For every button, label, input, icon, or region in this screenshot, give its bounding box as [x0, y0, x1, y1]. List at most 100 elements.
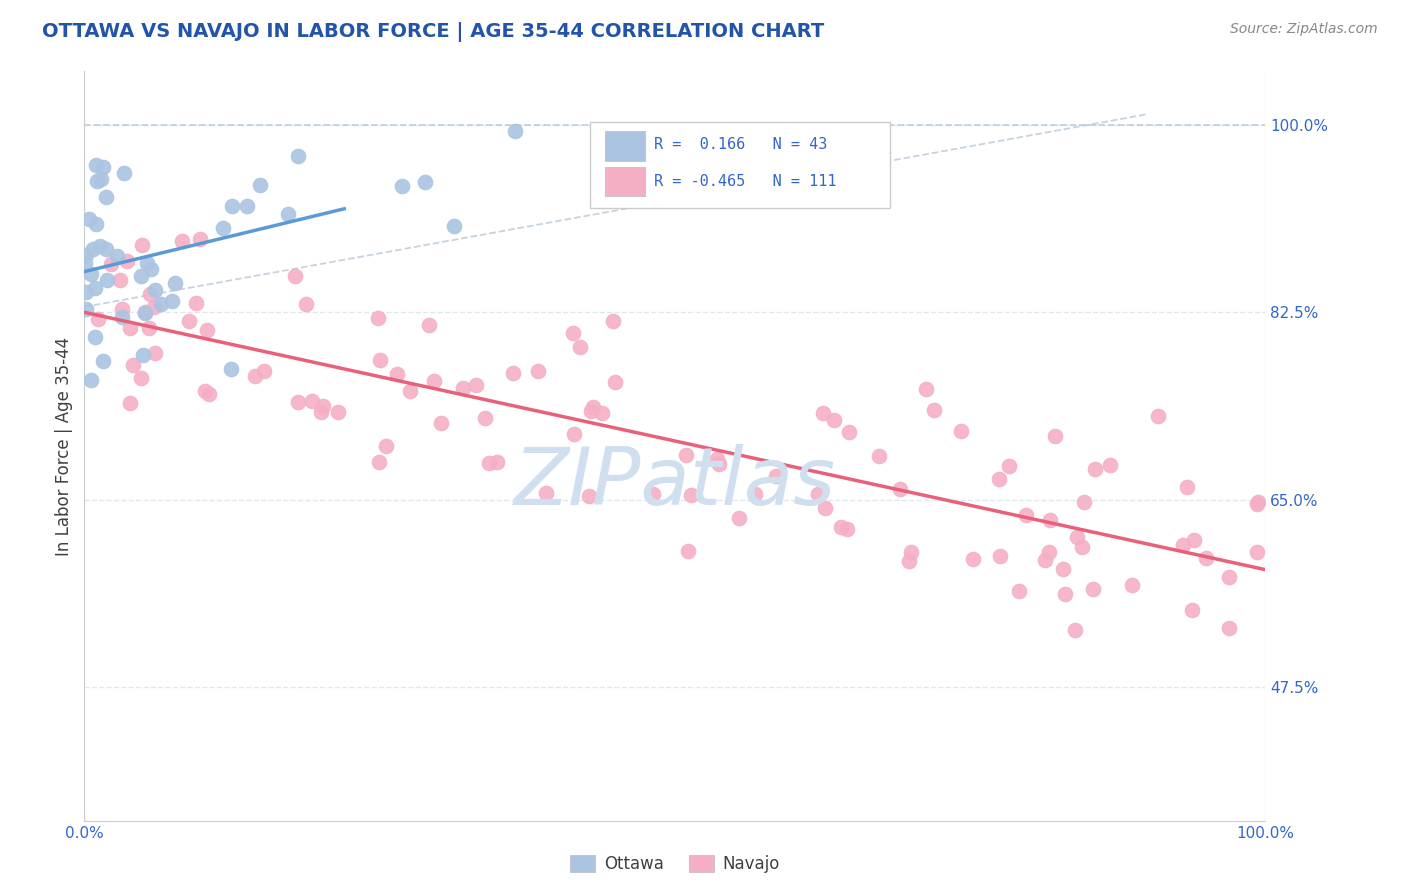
Point: [1081, 582, 1104, 596]
Point: [997, 458, 1019, 473]
Point: [295, 296, 318, 310]
Point: [90, 171, 112, 186]
Point: [835, 522, 858, 536]
Point: [370, 353, 392, 368]
Point: [536, 486, 558, 500]
Point: [367, 310, 389, 325]
Point: [814, 501, 837, 516]
Point: [93, 160, 115, 174]
Point: [96, 189, 118, 203]
Point: [177, 314, 200, 328]
Point: [1054, 587, 1077, 601]
Point: [301, 394, 323, 409]
Point: [129, 268, 152, 283]
Point: [82, 243, 104, 257]
Point: [188, 232, 211, 246]
Point: [578, 489, 600, 503]
Point: [309, 405, 332, 419]
Point: [503, 124, 526, 138]
Point: [186, 296, 208, 310]
Point: [582, 400, 605, 414]
Point: [253, 364, 276, 378]
Point: [485, 455, 508, 469]
Point: [502, 367, 524, 381]
Point: [1043, 429, 1066, 443]
Point: [1246, 545, 1268, 559]
Text: R =  0.166   N = 43: R = 0.166 N = 43: [654, 137, 827, 153]
Point: [139, 261, 162, 276]
Point: [110, 272, 132, 286]
Text: ZIPatlas: ZIPatlas: [513, 444, 837, 523]
Text: Source: ZipAtlas.com: Source: ZipAtlas.com: [1230, 22, 1378, 37]
Point: [111, 310, 134, 325]
FancyBboxPatch shape: [605, 130, 645, 161]
Point: [138, 321, 160, 335]
Point: [221, 199, 243, 213]
Point: [1171, 538, 1194, 552]
Point: [813, 406, 835, 420]
Text: R = -0.465   N = 111: R = -0.465 N = 111: [654, 174, 837, 189]
Point: [89, 239, 111, 253]
Point: [91, 354, 114, 368]
Point: [135, 255, 157, 269]
Point: [1008, 584, 1031, 599]
Point: [1195, 551, 1218, 566]
Point: [1052, 562, 1074, 576]
Point: [474, 411, 496, 425]
Point: [277, 207, 299, 221]
Point: [84, 158, 107, 172]
Point: [681, 488, 703, 502]
Point: [170, 234, 193, 248]
Point: [120, 321, 142, 335]
Point: [86, 174, 108, 188]
Point: [838, 425, 860, 439]
Point: [134, 304, 156, 318]
Point: [678, 544, 700, 558]
Legend: Ottawa, Navajo: Ottawa, Navajo: [564, 848, 786, 880]
Point: [526, 364, 548, 378]
Point: [1033, 553, 1056, 567]
Point: [443, 219, 465, 234]
Point: [579, 404, 602, 418]
Point: [84, 217, 107, 231]
Point: [602, 314, 624, 328]
Point: [198, 387, 221, 401]
Point: [100, 257, 122, 271]
Point: [243, 369, 266, 384]
Point: [950, 424, 973, 438]
Point: [1064, 623, 1087, 637]
Point: [988, 472, 1011, 486]
Point: [1147, 409, 1170, 423]
Point: [94, 242, 117, 256]
Point: [1246, 494, 1268, 508]
Point: [641, 487, 664, 501]
Point: [195, 322, 218, 336]
Point: [399, 384, 422, 399]
Point: [765, 469, 787, 483]
Point: [707, 457, 730, 471]
Point: [194, 384, 217, 398]
Point: [1084, 462, 1107, 476]
Point: [453, 380, 475, 394]
Point: [1246, 497, 1268, 511]
Point: [1121, 577, 1143, 591]
Point: [1066, 530, 1088, 544]
Point: [1218, 570, 1240, 584]
Point: [212, 220, 235, 235]
Point: [1218, 621, 1240, 635]
Point: [744, 487, 766, 501]
FancyBboxPatch shape: [605, 167, 645, 196]
Point: [387, 367, 409, 381]
Point: [287, 149, 309, 163]
Point: [900, 545, 922, 559]
Point: [87, 312, 110, 326]
Point: [249, 178, 271, 192]
Point: [115, 253, 138, 268]
Point: [367, 455, 389, 469]
Point: [728, 511, 751, 525]
Point: [413, 175, 436, 189]
Point: [75, 285, 97, 299]
Point: [75, 301, 97, 316]
Point: [145, 284, 167, 298]
Point: [1175, 480, 1198, 494]
